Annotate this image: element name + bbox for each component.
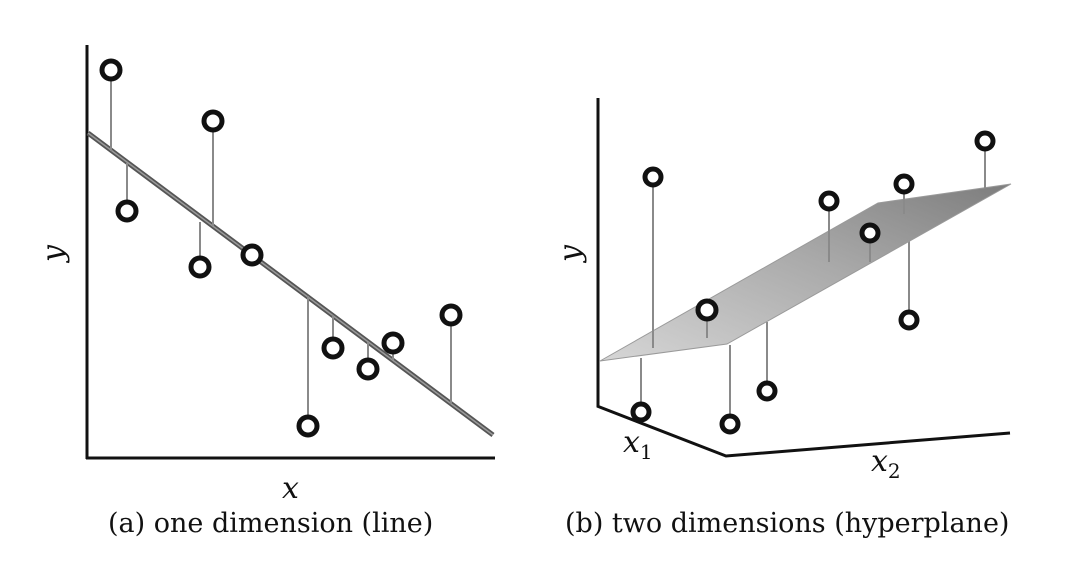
regression-line-highlight [87,132,494,436]
data-point [630,401,652,423]
hyperplane [599,183,1012,362]
caption-a: (a) one dimension (line) [108,508,434,539]
panel-a-residuals [110,70,452,426]
data-point [356,357,380,381]
panel-a: x y [36,45,495,506]
data-point [756,380,778,402]
data-point [898,309,920,331]
panel-b-x2-sub: 2 [888,459,901,483]
panel-b-x1-label: x1 [623,425,653,464]
data-point [818,190,840,212]
panel-b: y x1 x2 [553,98,1012,483]
panel-a-y-label: y [36,244,71,264]
data-point [115,199,139,223]
data-point [642,166,664,188]
panel-b-x1-var: x [623,425,640,460]
panel-b-x1-sub: 1 [640,440,653,464]
data-point [381,331,405,355]
data-point [974,130,996,152]
panel-b-x2-var: x [871,444,888,479]
panel-b-x2-label: x2 [871,444,901,483]
data-point [296,414,320,438]
data-point [188,255,212,279]
data-point [321,336,345,360]
data-point [859,222,881,244]
data-point [893,173,915,195]
data-point [439,303,463,327]
data-point [201,109,225,133]
caption-b: (b) two dimensions (hyperplane) [565,508,1010,539]
data-point [99,58,123,82]
panel-a-x-label: x [282,471,299,506]
panel-b-floor-axes [596,404,1011,458]
data-point [719,413,741,435]
panel-a-points [99,58,463,438]
panel-b-points [630,130,996,435]
data-point [695,298,719,322]
panel-b-y-label: y [553,244,588,264]
data-point [240,243,264,267]
